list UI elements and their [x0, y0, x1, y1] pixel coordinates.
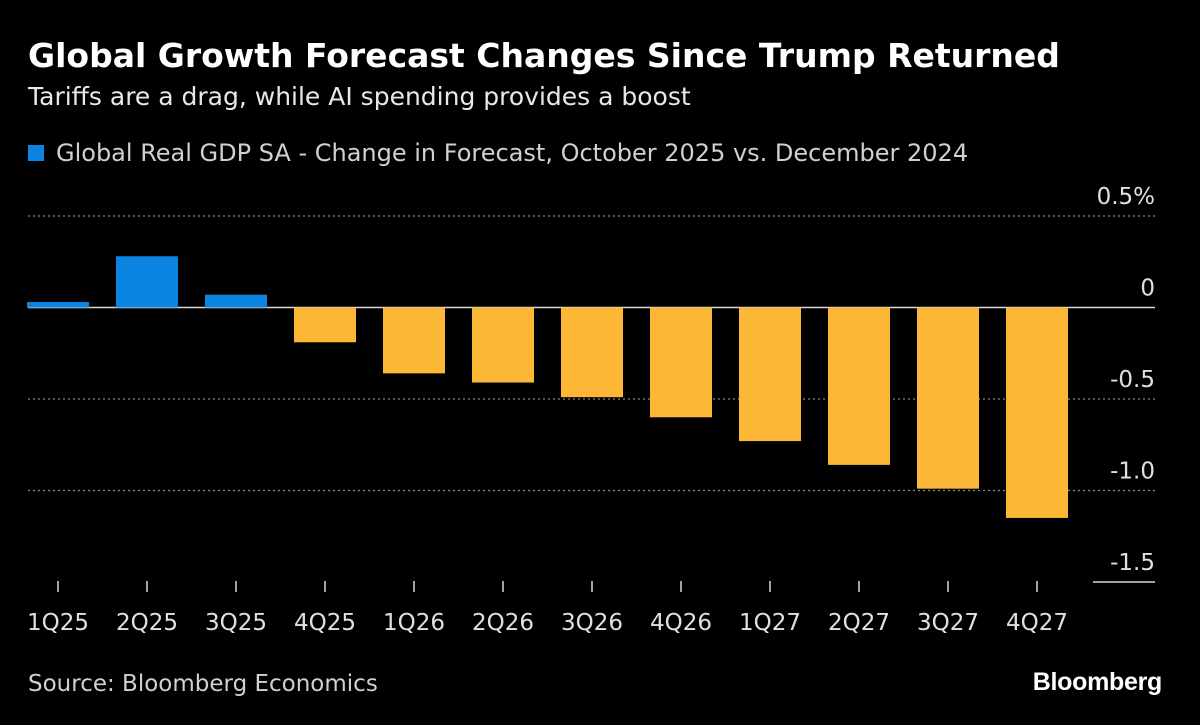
legend-label: Global Real GDP SA - Change in Forecast,… — [56, 139, 969, 167]
bar-1q26 — [383, 307, 445, 374]
x-tick-label: 1Q27 — [739, 610, 801, 636]
x-tick-label: 3Q26 — [561, 610, 623, 636]
legend-swatch — [28, 145, 44, 161]
x-tick-label: 4Q27 — [1006, 610, 1068, 636]
y-tick-label: -1.5 — [1110, 550, 1155, 576]
chart-title: Global Growth Forecast Changes Since Tru… — [28, 36, 1060, 75]
legend: Global Real GDP SA - Change in Forecast,… — [28, 139, 968, 167]
bar-3q26 — [561, 307, 623, 398]
x-tick-label: 3Q25 — [205, 610, 267, 636]
y-tick-label: -0.5 — [1110, 367, 1155, 393]
bar-2q26 — [472, 307, 534, 383]
y-tick-label: 0.5% — [1097, 184, 1155, 210]
x-tick-label: 3Q27 — [917, 610, 979, 636]
x-tick-label: 2Q27 — [828, 610, 890, 636]
bar-1q25 — [27, 302, 89, 308]
bar-2q25 — [116, 256, 178, 308]
bloomberg-logo: Bloomberg — [1032, 668, 1163, 696]
x-tick-label: 4Q25 — [294, 610, 356, 636]
bar-4q26 — [650, 307, 712, 418]
chart-subtitle: Tariffs are a drag, while AI spending pr… — [28, 82, 691, 111]
y-tick-label: -1.0 — [1110, 459, 1155, 485]
x-tick-label: 4Q26 — [650, 610, 712, 636]
x-tick-label: 2Q26 — [472, 610, 534, 636]
bar-3q27 — [917, 307, 979, 489]
bar-1q27 — [739, 307, 801, 442]
bar-2q27 — [828, 307, 890, 465]
bar-4q27 — [1006, 307, 1068, 518]
x-tick-label: 2Q25 — [116, 610, 178, 636]
x-tick-label: 1Q26 — [383, 610, 445, 636]
bar-4q25 — [294, 307, 356, 343]
y-tick-label: 0 — [1140, 276, 1155, 302]
bar-3q25 — [205, 294, 267, 308]
source-note: Source: Bloomberg Economics — [28, 671, 378, 697]
x-tick-label: 1Q25 — [27, 610, 89, 636]
